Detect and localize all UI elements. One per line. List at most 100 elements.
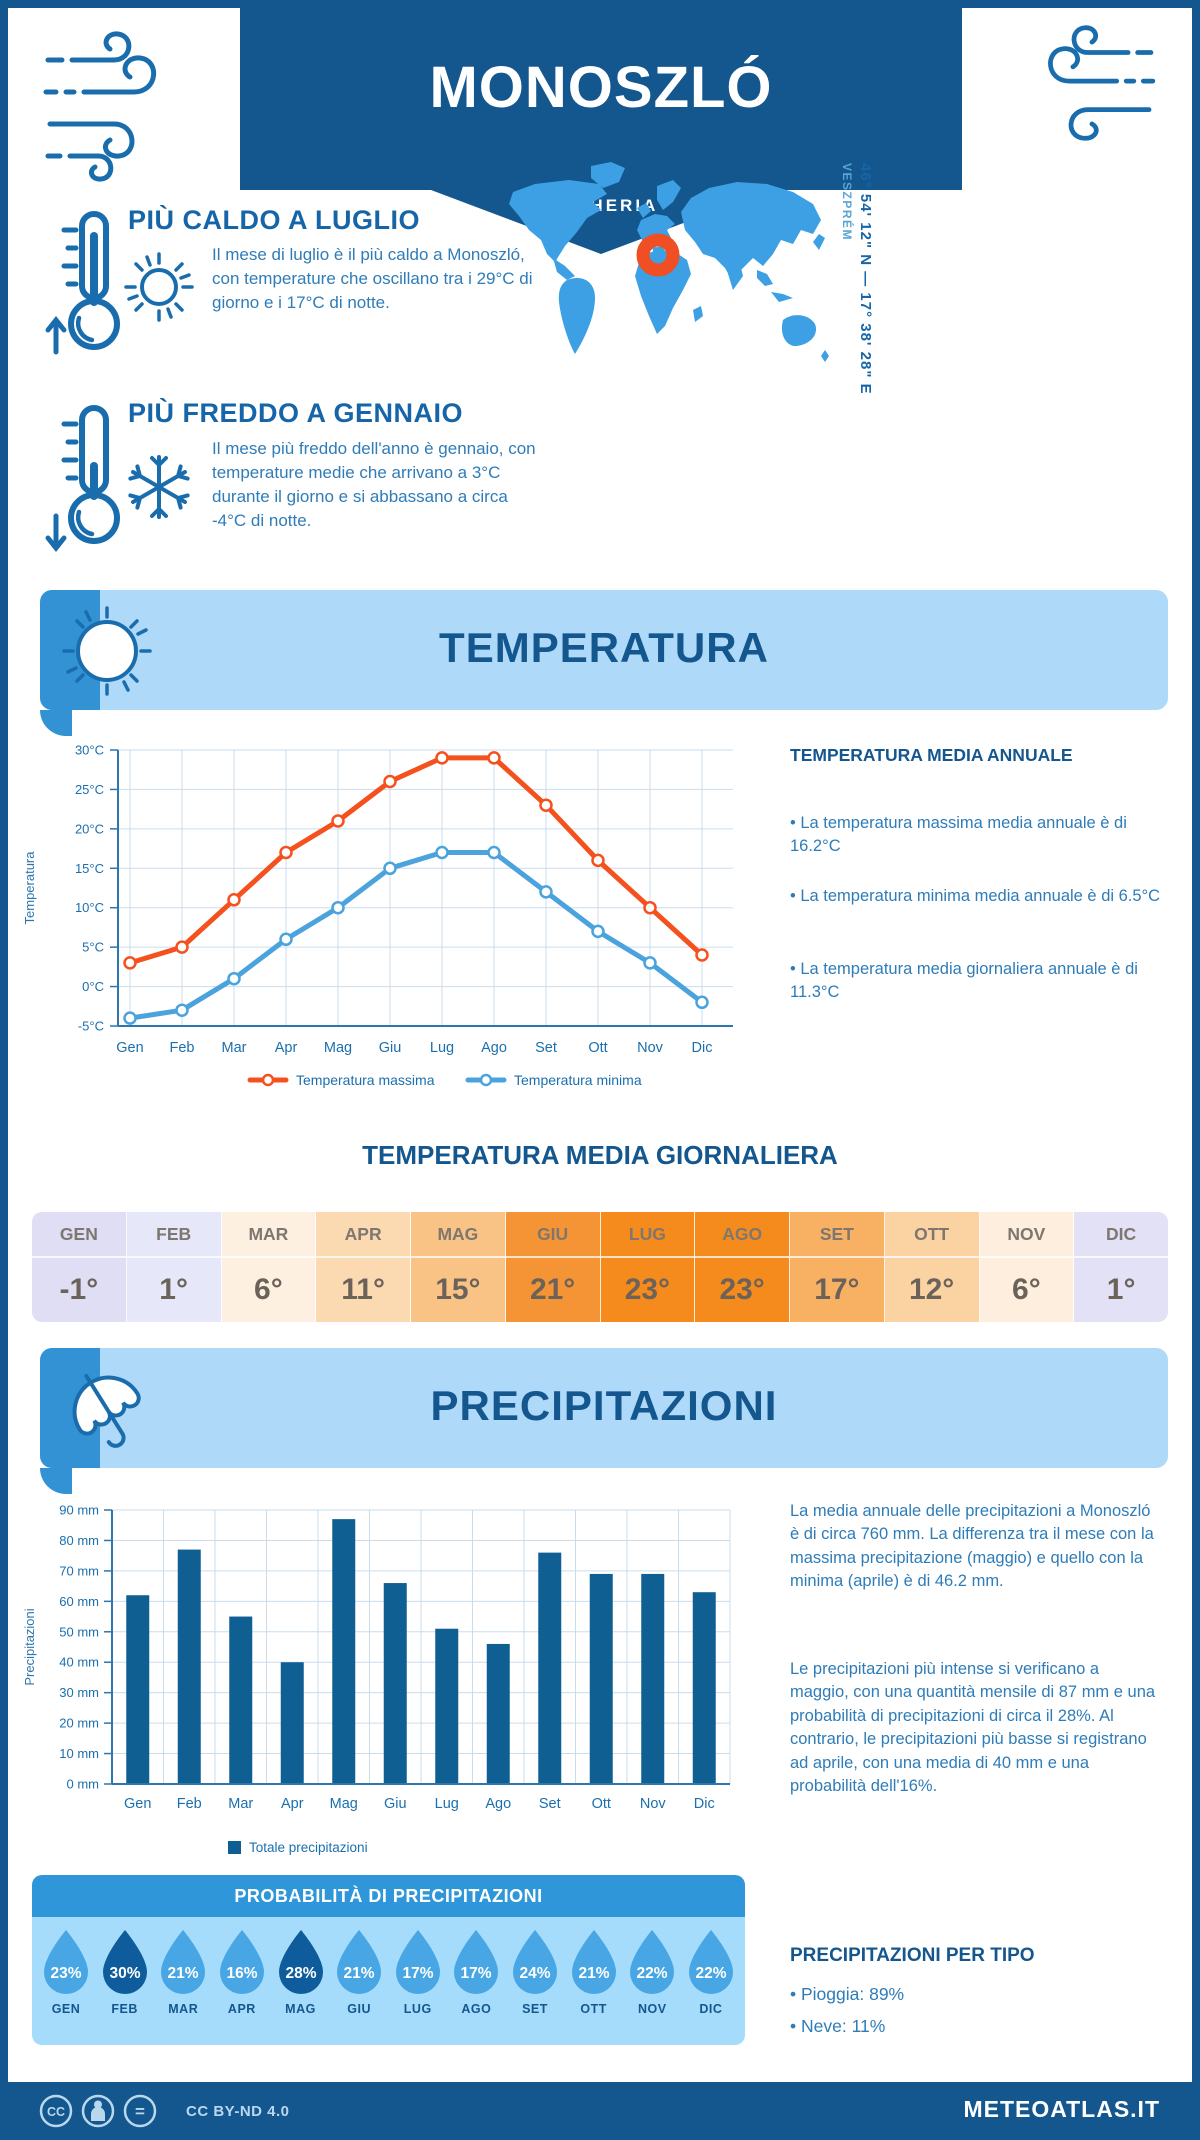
per-type-rain: • Pioggia: 89% (790, 1984, 905, 2004)
table-temp-value: 12° (908, 1273, 955, 1306)
table-temp-value: 21° (529, 1273, 576, 1306)
droplet-icon: 28% (278, 1930, 323, 1994)
wind-icon (1048, 25, 1156, 141)
umbrella-icon (72, 1373, 141, 1448)
droplet-icon: 17% (395, 1930, 440, 1994)
svg-text:Gen: Gen (116, 1040, 143, 1056)
probability-panel (32, 1917, 745, 2045)
svg-text:5°C: 5°C (82, 940, 104, 955)
droplet-icon: 22% (630, 1930, 675, 1994)
world-map (509, 162, 829, 362)
svg-text:Feb: Feb (177, 1796, 202, 1812)
droplet-item: 22% NOV (626, 1928, 678, 2016)
svg-text:17%: 17% (461, 1965, 492, 1982)
droplet-item: 23% GEN (40, 1928, 92, 2016)
table-column: FEB 1° (126, 1212, 222, 1322)
temperature-section-curl (40, 710, 72, 736)
table-month-header: GIU (505, 1212, 600, 1258)
table-column: SET 17° (790, 1212, 885, 1322)
droplet-item: 16% APR (216, 1928, 268, 2016)
svg-text:Ott: Ott (592, 1796, 611, 1812)
svg-text:15°C: 15°C (75, 861, 104, 876)
svg-text:=: = (135, 2102, 145, 2121)
warm-heading: PIÙ CALDO A LUGLIO (128, 205, 420, 235)
svg-text:Feb: Feb (170, 1040, 195, 1056)
svg-text:70 mm: 70 mm (59, 1563, 99, 1578)
geo-coordinates: 46° 54' 12" N — 17° 38' 28" E VESZPRÉM (838, 163, 874, 443)
table-temp-value: 23° (624, 1273, 671, 1306)
droplet-month-label: FEB (111, 2002, 138, 2016)
table-month-header: APR (316, 1212, 410, 1258)
location-marker-icon (636, 233, 680, 277)
droplet-month-label: GIU (347, 2002, 371, 2016)
droplet-item: 22% DIC (685, 1928, 737, 2016)
annual-heading: TEMPERATURA MEDIA ANNUALE (790, 745, 1073, 765)
footer-bar (0, 2082, 1200, 2140)
daily-table: GEN -1° FEB 1° MAR 6° APR 11° MAG 15° GIU 21° LUG 23°… (32, 1212, 1168, 1322)
svg-text:Ago: Ago (485, 1796, 511, 1812)
table-temp-value: 11° (341, 1273, 385, 1306)
droplet-item: 24% SET (509, 1928, 561, 2016)
droplet-icon: 21% (571, 1930, 616, 1994)
svg-text:Giu: Giu (384, 1796, 407, 1812)
svg-text:Mar: Mar (228, 1796, 253, 1812)
svg-text:10°C: 10°C (75, 900, 104, 915)
svg-text:20 mm: 20 mm (59, 1716, 99, 1731)
table-column: LUG 23° (600, 1212, 696, 1322)
probability-heading: PROBABILITÀ DI PRECIPITAZIONI (32, 1875, 745, 1917)
precipitation-section-curl (40, 1468, 72, 1494)
droplet-item: 28% MAG (275, 1928, 327, 2016)
daily-table-heading: TEMPERATURA MEDIA GIORNALIERA (362, 1140, 838, 1170)
thermometer-warm-icon (45, 211, 120, 355)
svg-text:50 mm: 50 mm (59, 1624, 99, 1639)
sun-icon (124, 252, 194, 322)
svg-text:30°C: 30°C (75, 743, 104, 758)
droplet-icon: 30% (102, 1930, 147, 1994)
table-temp-value: 6° (254, 1273, 283, 1306)
wind-icon (43, 31, 157, 182)
table-month-header: DIC (1074, 1212, 1168, 1258)
svg-text:Temperatura massima: Temperatura massima (296, 1072, 435, 1088)
svg-text:Lug: Lug (435, 1796, 459, 1812)
table-month-header: MAR (221, 1212, 316, 1258)
svg-text:-5°C: -5°C (78, 1019, 104, 1034)
droplet-month-label: LUG (403, 2002, 432, 2016)
per-type-snow: • Neve: 11% (790, 2016, 886, 2036)
table-temp-value: 1° (159, 1273, 188, 1306)
droplet-icon: 16% (219, 1930, 264, 1994)
table-temp-value: 17° (814, 1273, 860, 1306)
droplet-month-label: AGO (461, 2002, 492, 2016)
droplet-row: 23% GEN 30% FEB 21% MAR 16% APR 28% MAG 21% GIU 17% L… (40, 1928, 737, 2016)
svg-text:Set: Set (535, 1040, 557, 1056)
svg-text:30%: 30% (109, 1965, 140, 1982)
svg-text:90 mm: 90 mm (59, 1503, 99, 1518)
table-column: AGO 23° (695, 1212, 790, 1322)
droplet-item: 21% GIU (333, 1928, 385, 2016)
svg-text:Precipitazioni: Precipitazioni (22, 1608, 37, 1685)
svg-text:30 mm: 30 mm (59, 1685, 99, 1700)
svg-text:Giu: Giu (379, 1040, 402, 1056)
svg-text:20°C: 20°C (75, 821, 104, 836)
svg-text:60 mm: 60 mm (59, 1594, 99, 1609)
droplet-item: 21% MAR (157, 1928, 209, 2016)
table-month-header: FEB (126, 1212, 221, 1258)
table-temp-value: 1° (1106, 1273, 1136, 1306)
svg-text:Mar: Mar (222, 1040, 247, 1056)
svg-text:0 mm: 0 mm (67, 1777, 100, 1792)
table-temp-value: 15° (435, 1273, 481, 1306)
sun-banner-icon (62, 606, 152, 696)
table-column: NOV 6° (979, 1212, 1075, 1322)
table-column: APR 11° (316, 1212, 411, 1322)
svg-text:Apr: Apr (281, 1796, 304, 1812)
annual-bullet-3: • La temperatura media giornaliera annua… (790, 960, 1138, 1002)
svg-text:Nov: Nov (637, 1040, 664, 1056)
precipitation-chart: 90 mm 80 mm 70 mm 60 mm 50 mm 40 mm 30 mm 20 mm… (0, 1495, 760, 1875)
precipitation-paragraph-1: La media annuale delle precipitazioni a … (790, 1502, 1154, 1591)
table-column: DIC 1° (1074, 1212, 1168, 1322)
thermometer-cold-icon (45, 405, 120, 552)
header-banner (240, 8, 962, 190)
table-column: GIU 21° (505, 1212, 601, 1322)
svg-text:10 mm: 10 mm (59, 1746, 99, 1761)
droplet-item: 17% LUG (392, 1928, 444, 2016)
